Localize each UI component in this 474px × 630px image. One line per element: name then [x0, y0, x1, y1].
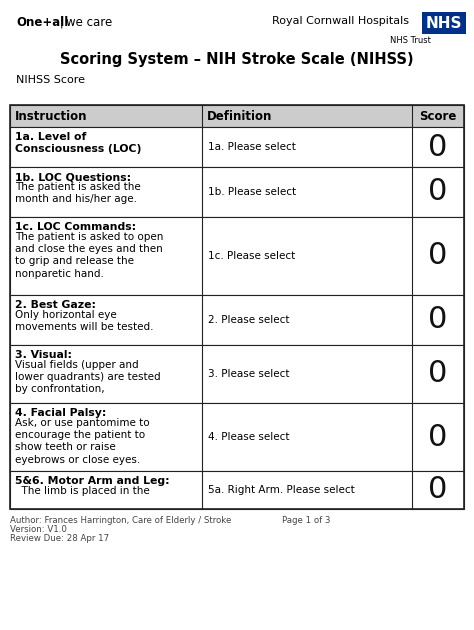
Text: 5&6. Motor Arm and Leg:: 5&6. Motor Arm and Leg: — [15, 476, 170, 486]
Bar — [422, 12, 466, 34]
Text: The patient is asked to open
and close the eyes and then
to grip and release the: The patient is asked to open and close t… — [15, 231, 164, 278]
Text: Page 1 of 3: Page 1 of 3 — [283, 516, 331, 525]
Text: Royal Cornwall Hospitals: Royal Cornwall Hospitals — [272, 16, 409, 26]
Text: Ask, or use pantomime to
encourage the patient to
show teeth or raise
eyebrows o: Ask, or use pantomime to encourage the p… — [15, 418, 150, 465]
Text: 4. Please select: 4. Please select — [208, 432, 290, 442]
Text: |: | — [56, 16, 67, 29]
Text: 0: 0 — [428, 306, 447, 335]
Text: Visual fields (upper and
lower quadrants) are tested
by confrontation,: Visual fields (upper and lower quadrants… — [15, 360, 161, 394]
Text: 0: 0 — [428, 423, 447, 452]
Text: 1c. LOC Commands:: 1c. LOC Commands: — [15, 222, 136, 232]
Text: 3. Please select: 3. Please select — [208, 369, 290, 379]
Bar — [10, 345, 464, 403]
Text: 1c. Please select: 1c. Please select — [208, 251, 295, 261]
Text: Definition: Definition — [207, 110, 273, 122]
Bar — [10, 105, 464, 509]
Text: The limb is placed in the: The limb is placed in the — [15, 486, 150, 496]
Text: Score: Score — [419, 110, 456, 122]
Text: 2. Please select: 2. Please select — [208, 315, 290, 325]
Text: 0: 0 — [428, 178, 447, 207]
Text: Instruction: Instruction — [15, 110, 88, 122]
Text: 2. Best Gaze:: 2. Best Gaze: — [15, 300, 96, 310]
Text: Scoring System – NIH Stroke Scale (NIHSS): Scoring System – NIH Stroke Scale (NIHSS… — [60, 52, 414, 67]
Bar — [10, 105, 464, 127]
Text: The patient is asked the
month and his/her age.: The patient is asked the month and his/h… — [15, 181, 141, 204]
Text: 1b. LOC Questions:: 1b. LOC Questions: — [15, 172, 131, 182]
Text: NIHSS Score: NIHSS Score — [16, 75, 85, 85]
Text: Author: Frances Harrington, Care of Elderly / Stroke: Author: Frances Harrington, Care of Elde… — [10, 516, 231, 525]
Bar — [10, 471, 464, 509]
Bar — [10, 167, 464, 217]
Text: NHS Trust: NHS Trust — [390, 36, 431, 45]
Text: Review Due: 28 Apr 17: Review Due: 28 Apr 17 — [10, 534, 109, 543]
Text: 0: 0 — [428, 360, 447, 389]
Bar — [10, 295, 464, 345]
Text: One+all: One+all — [16, 16, 68, 29]
Text: Only horizontal eye
movements will be tested.: Only horizontal eye movements will be te… — [15, 309, 154, 332]
Text: Version: V1.0: Version: V1.0 — [10, 525, 67, 534]
Bar — [10, 403, 464, 471]
Text: 1a. Please select: 1a. Please select — [208, 142, 296, 152]
Bar — [10, 127, 464, 167]
Text: 1b. Please select: 1b. Please select — [208, 187, 296, 197]
Text: 1a. Level of
Consciousness (LOC): 1a. Level of Consciousness (LOC) — [15, 132, 141, 154]
Text: we care: we care — [66, 16, 112, 29]
Text: 0: 0 — [428, 476, 447, 505]
Text: 0: 0 — [428, 241, 447, 270]
Text: 3. Visual:: 3. Visual: — [15, 350, 72, 360]
Text: 0: 0 — [428, 132, 447, 161]
Text: 4. Facial Palsy:: 4. Facial Palsy: — [15, 408, 106, 418]
Bar — [10, 217, 464, 295]
Text: NHS: NHS — [426, 16, 462, 30]
Text: 5a. Right Arm. Please select: 5a. Right Arm. Please select — [208, 485, 355, 495]
